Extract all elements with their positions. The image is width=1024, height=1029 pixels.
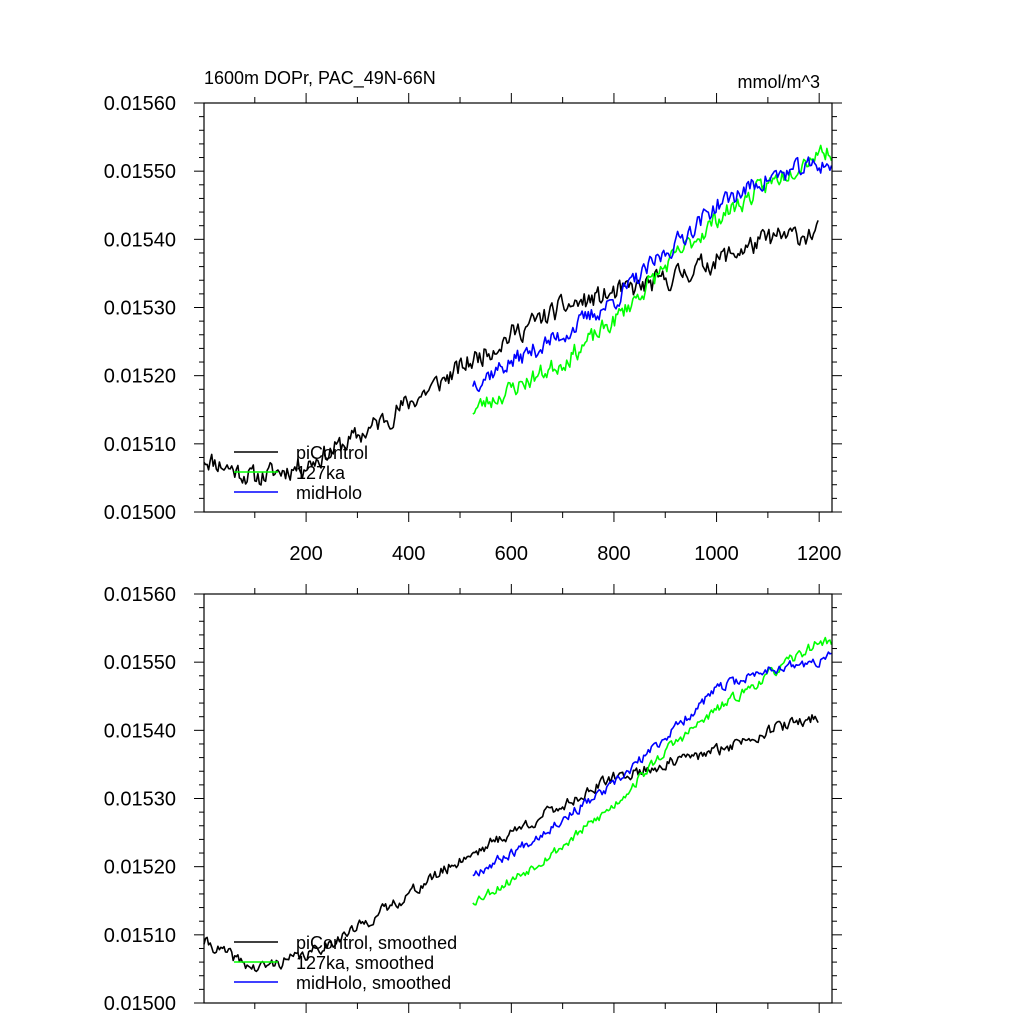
y-tick-label: 0.01550 <box>104 161 176 183</box>
series-line-midholo <box>472 156 833 393</box>
x-tick-label: 800 <box>597 543 630 565</box>
legend-label: piControl <box>296 443 368 463</box>
series-line-picontrol <box>203 714 819 973</box>
chart-title: 1600m DOPr, PAC_49N-66N <box>204 68 436 89</box>
y-tick-label: 0.01520 <box>104 857 176 879</box>
y-tick-label: 0.01550 <box>104 652 176 674</box>
series-line-midholo <box>472 651 832 877</box>
units-label: mmol/m^3 <box>738 72 820 92</box>
bottom-panel: 0.01500 0.01510 0.01520 0.01530 0.01540 0.015… <box>104 584 842 1015</box>
legend-label: midHolo, smoothed <box>296 973 451 993</box>
legend-label: 127ka <box>296 463 346 483</box>
series-line-127ka <box>472 636 833 906</box>
series-line-127ka <box>472 144 833 415</box>
y-tick-label: 0.01500 <box>104 993 176 1015</box>
y-tick-label: 0.01510 <box>104 925 176 947</box>
legend-label: midHolo <box>296 483 362 503</box>
x-tick-label: 400 <box>392 543 425 565</box>
legend-label: 127ka, smoothed <box>296 953 434 973</box>
x-tick-label: 1200 <box>797 543 842 565</box>
x-tick-label: 200 <box>289 543 322 565</box>
y-tick-label: 0.01540 <box>104 229 176 251</box>
y-tick-label: 0.01520 <box>104 366 176 388</box>
x-tick-label: 1000 <box>694 543 739 565</box>
y-tick-label: 0.01510 <box>104 434 176 456</box>
top-panel: 1600m DOPr, PAC_49N-66N mmol/m^3 0.01500… <box>104 68 842 565</box>
y-tick-label: 0.01560 <box>104 584 176 606</box>
series-line-picontrol <box>203 220 819 486</box>
y-tick-label: 0.01500 <box>104 502 176 524</box>
y-tick-label: 0.01530 <box>104 298 176 320</box>
plot-frame <box>203 593 833 1004</box>
y-tick-label: 0.01540 <box>104 720 176 742</box>
legend-label: piControl, smoothed <box>296 933 457 953</box>
plot-frame <box>203 102 833 513</box>
y-tick-label: 0.01560 <box>104 93 176 115</box>
y-tick-label: 0.01530 <box>104 789 176 811</box>
x-tick-label: 600 <box>495 543 528 565</box>
